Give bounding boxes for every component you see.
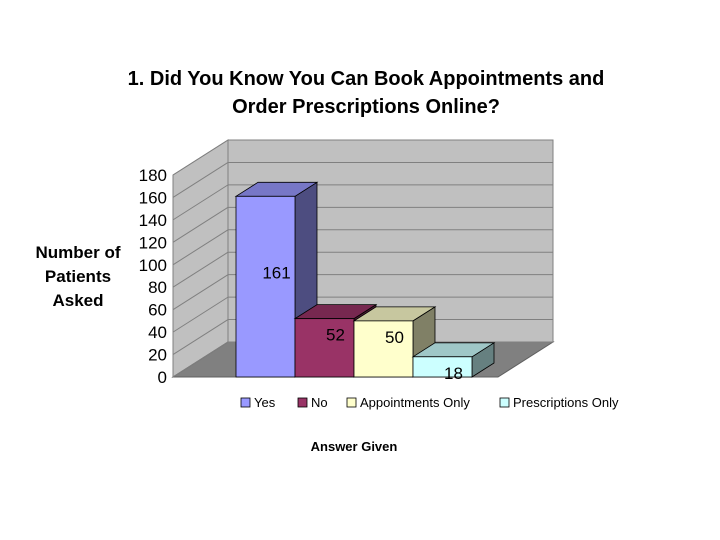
- bar-front: [235, 195, 296, 378]
- bar-front: [412, 356, 473, 378]
- chart-title-line-1: 1. Did You Know You Can Book Appointment…: [128, 68, 605, 90]
- gridline-side: [172, 139, 229, 176]
- y-tick-label: 60: [148, 301, 167, 320]
- y-tick-label: 40: [148, 323, 167, 342]
- bar-appointments-only: [352, 306, 437, 378]
- y-tick-label: 0: [158, 368, 167, 387]
- gridline-side: [172, 274, 229, 311]
- y-tick-label: 120: [139, 233, 167, 252]
- gridline-side: [172, 251, 229, 288]
- legend-swatch: [297, 397, 308, 408]
- legend-swatch: [346, 397, 357, 408]
- bar-prescriptions-only: [411, 342, 496, 378]
- gridline-side: [172, 319, 229, 355]
- y-tick-label: 160: [139, 188, 167, 207]
- legend-label: Appointments Only: [360, 395, 470, 410]
- chart-title-line-2: Order Prescriptions Online?: [232, 96, 500, 118]
- bar-value-label: 18: [444, 364, 463, 383]
- y-tick-label: 80: [148, 278, 167, 297]
- legend-label: Yes: [254, 395, 276, 410]
- gridline-side: [172, 296, 229, 333]
- y-axis-label-line-1: Number of: [36, 243, 121, 262]
- bar-value-label: 50: [385, 328, 404, 347]
- bar-front: [294, 318, 355, 378]
- gridline-side: [172, 184, 229, 221]
- y-axis-label-line-2: Patients: [45, 267, 111, 286]
- legend-swatch: [240, 397, 251, 408]
- y-axis-label-line-3: Asked: [52, 291, 103, 310]
- side-wall: [172, 139, 229, 378]
- bar-labels: 161 52 50 18: [262, 263, 463, 382]
- bar-value-label: 52: [326, 326, 345, 345]
- bars: [234, 181, 496, 378]
- legend-label: No: [311, 395, 328, 410]
- gridline-side: [172, 341, 229, 378]
- gridline-side: [172, 206, 229, 243]
- legend-swatch: [499, 397, 510, 408]
- legend: Yes No Appointments Only Prescriptions Only: [240, 395, 619, 410]
- x-axis-label: Answer Given: [311, 439, 398, 454]
- y-axis-ticks: 0 20 40 60 80 100 120 140 160 180: [139, 166, 167, 387]
- y-tick-label: 140: [139, 211, 167, 230]
- bar-front: [353, 320, 414, 378]
- gridline-side: [172, 162, 229, 198]
- gridline-side: [172, 229, 229, 266]
- y-tick-label: 180: [139, 166, 167, 185]
- y-tick-label: 20: [148, 346, 167, 365]
- bar-value-label: 161: [262, 263, 290, 282]
- y-tick-label: 100: [139, 256, 167, 275]
- legend-label: Prescriptions Only: [513, 395, 619, 410]
